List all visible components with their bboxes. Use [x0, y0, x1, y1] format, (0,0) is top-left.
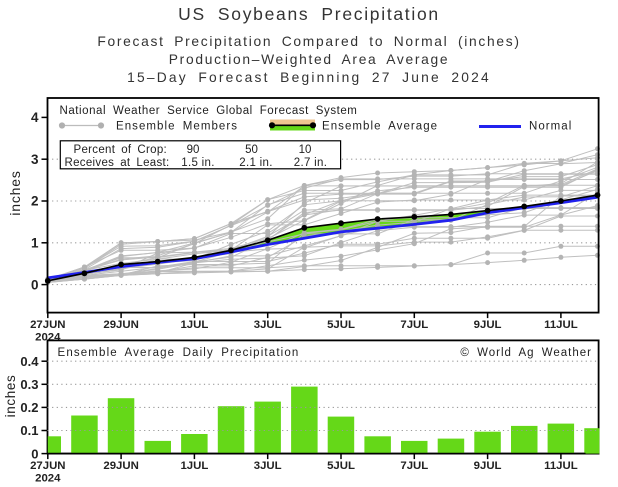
svg-text:3JUL: 3JUL — [254, 460, 282, 472]
svg-text:2.1 in.: 2.1 in. — [239, 157, 272, 169]
svg-text:0.2: 0.2 — [20, 400, 38, 415]
svg-text:5JUL: 5JUL — [327, 460, 355, 472]
svg-text:29JUN: 29JUN — [103, 319, 138, 331]
svg-text:Production–Weighted Area Avera: Production–Weighted Area Average — [169, 52, 450, 67]
svg-text:0.4: 0.4 — [20, 354, 39, 369]
svg-text:11JUL: 11JUL — [544, 460, 578, 472]
svg-text:3JUL: 3JUL — [254, 319, 282, 331]
svg-text:National Weather Service Globa: National Weather Service Global Forecast… — [60, 105, 358, 117]
svg-text:Ensemble Average Daily Precipi: Ensemble Average Daily Precipitation — [58, 347, 300, 359]
svg-text:10: 10 — [299, 144, 312, 156]
svg-text:7JUL: 7JUL — [400, 460, 428, 472]
svg-text:Normal: Normal — [529, 121, 572, 133]
svg-text:3: 3 — [31, 152, 39, 167]
svg-text:1JUL: 1JUL — [180, 460, 208, 472]
svg-text:Ensemble Members: Ensemble Members — [116, 121, 238, 133]
svg-text:9JUL: 9JUL — [474, 319, 502, 331]
svg-text:2: 2 — [31, 194, 39, 209]
svg-text:11JUL: 11JUL — [544, 319, 578, 331]
svg-text:29JUN: 29JUN — [103, 460, 138, 472]
svg-text:1.5 in.: 1.5 in. — [181, 157, 214, 169]
svg-text:Receives at Least:: Receives at Least: — [65, 157, 170, 169]
svg-text:1: 1 — [31, 236, 39, 251]
svg-text:© World Ag Weather: © World Ag Weather — [460, 347, 592, 359]
svg-text:4: 4 — [31, 110, 39, 125]
svg-text:50: 50 — [245, 144, 258, 156]
svg-text:27JUN: 27JUN — [30, 460, 65, 472]
svg-text:0.1: 0.1 — [20, 423, 38, 438]
svg-text:9JUL: 9JUL — [474, 460, 502, 472]
svg-text:Forecast Precipitation Compare: Forecast Precipitation Compared to Norma… — [97, 34, 520, 49]
svg-text:inches: inches — [7, 170, 23, 215]
svg-text:1JUL: 1JUL — [180, 319, 208, 331]
svg-text:27JUN: 27JUN — [30, 319, 65, 331]
svg-text:7JUL: 7JUL — [400, 319, 428, 331]
svg-text:90: 90 — [187, 144, 200, 156]
svg-text:US Soybeans Precipitation: US Soybeans Precipitation — [178, 4, 440, 24]
svg-text:0: 0 — [31, 277, 39, 292]
svg-text:5JUL: 5JUL — [327, 319, 355, 331]
svg-text:Percent of Crop:: Percent of Crop: — [74, 144, 168, 156]
svg-text:0.3: 0.3 — [20, 377, 38, 392]
svg-text:Ensemble Average: Ensemble Average — [322, 121, 438, 133]
svg-text:2024: 2024 — [35, 473, 61, 485]
svg-text:2.7 in.: 2.7 in. — [294, 157, 327, 169]
svg-text:0: 0 — [31, 446, 38, 461]
svg-text:inches: inches — [3, 375, 18, 418]
svg-text:15–Day Forecast Beginning 27 J: 15–Day Forecast Beginning 27 June 2024 — [127, 70, 491, 85]
